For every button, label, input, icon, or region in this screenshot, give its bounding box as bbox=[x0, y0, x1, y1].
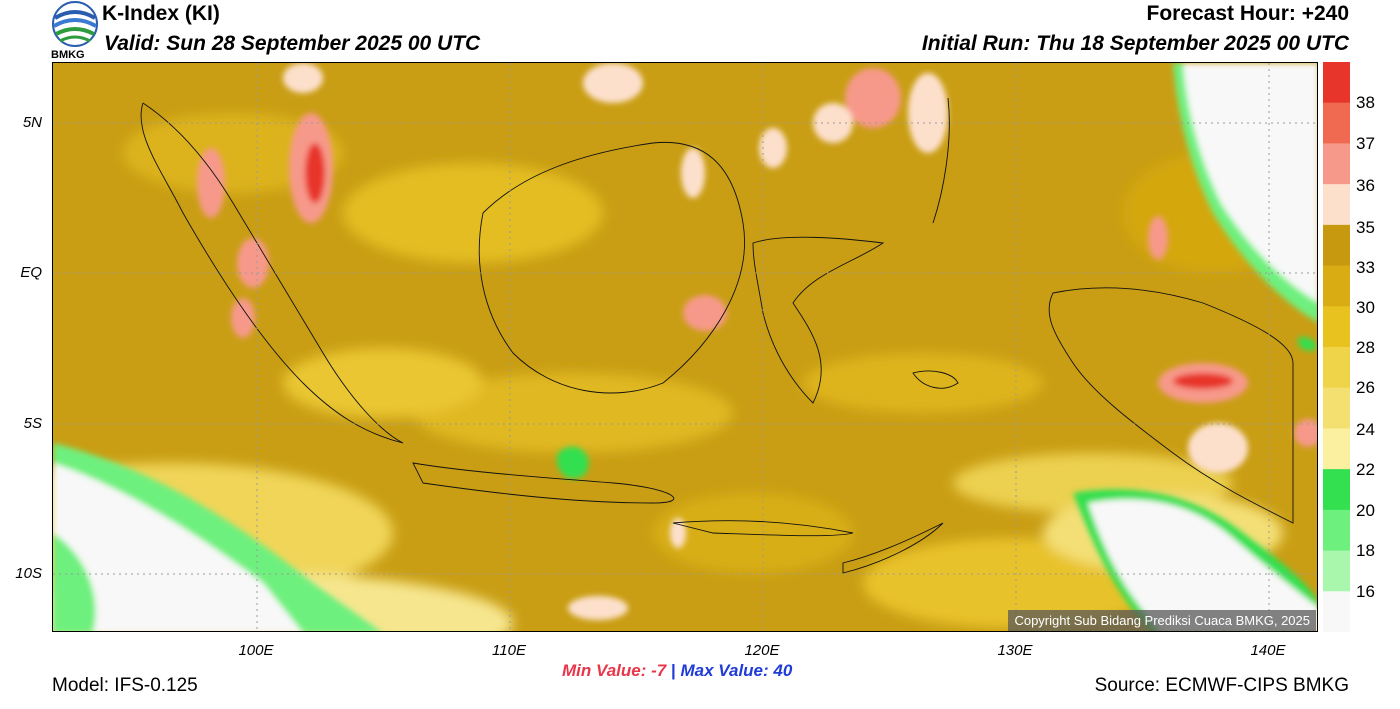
lon-label-110e: 110E bbox=[492, 642, 526, 659]
colorbar-swatch bbox=[1323, 591, 1350, 633]
max-label: Max Value: bbox=[680, 661, 769, 680]
colorbar-label-36: 36 bbox=[1356, 176, 1375, 195]
colorbar-label-20: 20 bbox=[1356, 501, 1375, 520]
lon-label-130e: 130E bbox=[997, 642, 1033, 659]
stats-separator: | bbox=[670, 661, 676, 680]
colorbar bbox=[1323, 62, 1350, 633]
coastlines bbox=[140, 97, 1294, 574]
colorbar-label-26: 26 bbox=[1356, 378, 1375, 397]
colorbar-swatches bbox=[1323, 62, 1350, 633]
lon-label-100e: 100E bbox=[238, 642, 274, 659]
grid bbox=[53, 63, 1317, 631]
lat-label-5n: 5N bbox=[22, 114, 42, 131]
lat-label-5s: 5S bbox=[23, 415, 42, 432]
colorbar-label-38: 38 bbox=[1356, 93, 1375, 112]
colorbar-swatch bbox=[1323, 184, 1350, 226]
lon-label-120e: 120E bbox=[744, 642, 780, 659]
colorbar-label-30: 30 bbox=[1356, 298, 1375, 317]
valid-time: Valid: Sun 28 September 2025 00 UTC bbox=[104, 32, 481, 55]
colorbar-label-16: 16 bbox=[1356, 582, 1375, 601]
model-info: Model: IFS-0.125 bbox=[52, 675, 198, 696]
colorbar-swatch bbox=[1323, 509, 1350, 552]
lat-label-10s: 10S bbox=[15, 565, 42, 582]
lat-label-eq: EQ bbox=[20, 264, 42, 281]
max-value: 40 bbox=[773, 661, 793, 680]
k-index-map[interactable] bbox=[52, 62, 1318, 632]
colorbar-swatch bbox=[1323, 306, 1350, 348]
colorbar-swatch bbox=[1323, 62, 1350, 104]
high-k-areas bbox=[197, 63, 1317, 620]
min-label: Min Value: bbox=[562, 661, 647, 680]
colorbar-label-28: 28 bbox=[1356, 338, 1375, 357]
colorbar-label-24: 24 bbox=[1356, 420, 1375, 439]
min-value: -7 bbox=[651, 661, 667, 680]
colorbar-swatch bbox=[1323, 143, 1350, 185]
colorbar-swatch bbox=[1323, 550, 1350, 592]
colorbar-label-33: 33 bbox=[1356, 258, 1375, 277]
colorbar-swatch bbox=[1323, 347, 1350, 389]
colorbar-swatch bbox=[1323, 224, 1350, 267]
colorbar-swatch bbox=[1323, 387, 1350, 429]
map-canvas bbox=[53, 63, 1317, 631]
colorbar-label-18: 18 bbox=[1356, 541, 1375, 560]
colorbar-swatch bbox=[1323, 102, 1350, 144]
colorbar-swatch bbox=[1323, 265, 1350, 307]
min-max-values: Min Value: -7 | Max Value: 40 bbox=[562, 661, 792, 681]
initial-run: Initial Run: Thu 18 September 2025 00 UT… bbox=[921, 32, 1349, 55]
map-title: K-Index (KI) bbox=[102, 2, 220, 25]
lon-label-140e: 140E bbox=[1250, 642, 1286, 659]
colorbar-label-37: 37 bbox=[1356, 134, 1375, 153]
bmkg-logo-icon bbox=[50, 0, 100, 60]
forecast-hour: Forecast Hour: +240 bbox=[1146, 2, 1350, 25]
copyright-note: Copyright Sub Bidang Prediksi Cuaca BMKG… bbox=[1008, 610, 1316, 631]
colorbar-swatch bbox=[1323, 428, 1350, 470]
colorbar-swatch bbox=[1323, 469, 1350, 511]
logo-text: BMKG bbox=[51, 49, 85, 61]
source-info: Source: ECMWF-CIPS BMKG bbox=[1094, 675, 1349, 696]
colorbar-label-22: 22 bbox=[1356, 460, 1375, 479]
colorbar-label-35: 35 bbox=[1356, 218, 1375, 237]
